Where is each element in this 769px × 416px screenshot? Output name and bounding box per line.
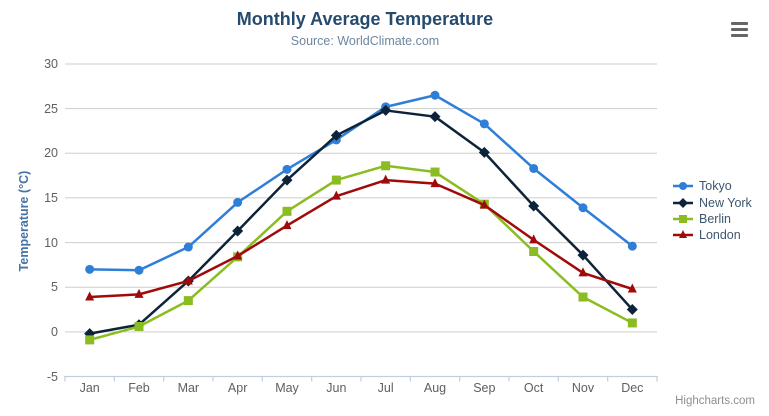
legend-item-berlin[interactable]: Berlin bbox=[672, 211, 752, 227]
y-axis-label: -5 bbox=[46, 369, 58, 384]
x-axis bbox=[64, 375, 658, 382]
legend-item-label: Berlin bbox=[699, 211, 731, 226]
y-axis-label: 20 bbox=[44, 146, 58, 161]
x-axis-label: Mar bbox=[177, 381, 200, 395]
chart-subtitle: Source: WorldClimate.com bbox=[290, 34, 440, 48]
series-tokyo[interactable] bbox=[85, 90, 637, 275]
chart-title: Monthly Average Temperature bbox=[236, 9, 494, 29]
series-london[interactable] bbox=[85, 174, 637, 301]
x-axis-label: Apr bbox=[227, 381, 248, 395]
legend-item-tokyo[interactable]: Tokyo bbox=[672, 178, 752, 194]
series-new-york[interactable] bbox=[84, 104, 638, 340]
legend-item-new-york[interactable]: New York bbox=[672, 194, 752, 210]
x-axis-label: May bbox=[275, 381, 299, 395]
x-axis-label: Jun bbox=[326, 381, 347, 395]
x-axis-label: Jan bbox=[79, 381, 100, 395]
x-axis-label: Nov bbox=[571, 381, 595, 395]
x-axis-label: Feb bbox=[128, 381, 150, 395]
y-axis-label: 25 bbox=[44, 101, 58, 116]
export-menu-button[interactable] bbox=[729, 20, 751, 39]
legend-item-label: New York bbox=[699, 195, 752, 210]
y-axis-label: 30 bbox=[44, 57, 58, 71]
grid-lines bbox=[65, 63, 657, 377]
x-axis-label: Oct bbox=[523, 381, 544, 395]
y-axis-label: 5 bbox=[51, 280, 58, 295]
y-axis-label: 10 bbox=[44, 235, 58, 250]
x-axis-label: Jul bbox=[377, 381, 394, 395]
legend-item-london[interactable]: London bbox=[672, 227, 752, 243]
x-axis-label: Sep bbox=[473, 381, 496, 395]
legend: Tokyo New York Berlin London bbox=[672, 178, 752, 244]
x-axis-label: Aug bbox=[423, 381, 447, 395]
legend-item-label: London bbox=[699, 228, 741, 243]
x-axis-label: Dec bbox=[621, 381, 644, 395]
legend-item-label: Tokyo bbox=[699, 179, 732, 194]
credits-link[interactable]: Highcharts.com bbox=[675, 395, 755, 407]
y-axis-label: 0 bbox=[51, 324, 58, 339]
y-axis-label: 15 bbox=[44, 190, 58, 205]
